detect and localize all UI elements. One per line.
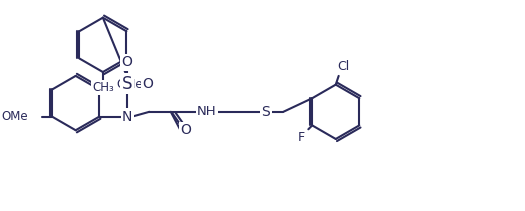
Text: S: S (122, 75, 132, 93)
Text: NH: NH (197, 105, 216, 118)
Text: O: O (122, 55, 132, 69)
Text: OMe: OMe (1, 110, 28, 123)
Text: F: F (298, 131, 305, 143)
Text: S: S (261, 105, 270, 119)
Text: Cl: Cl (338, 60, 350, 73)
Text: N: N (122, 110, 132, 124)
Text: OMe: OMe (117, 78, 143, 91)
Text: O: O (180, 123, 191, 137)
Text: CH₃: CH₃ (92, 81, 114, 94)
Text: O: O (142, 77, 153, 91)
